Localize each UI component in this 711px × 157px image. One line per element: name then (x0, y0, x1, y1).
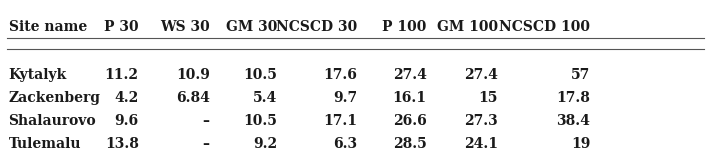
Text: 15: 15 (479, 91, 498, 105)
Text: P 30: P 30 (104, 20, 139, 34)
Text: –: – (203, 137, 210, 151)
Text: 10.5: 10.5 (243, 68, 277, 82)
Text: 5.4: 5.4 (253, 91, 277, 105)
Text: 10.5: 10.5 (243, 114, 277, 128)
Text: 17.6: 17.6 (323, 68, 357, 82)
Text: 4.2: 4.2 (114, 91, 139, 105)
Text: 19: 19 (571, 137, 590, 151)
Text: 9.7: 9.7 (333, 91, 357, 105)
Text: 13.8: 13.8 (105, 137, 139, 151)
Text: 24.1: 24.1 (464, 137, 498, 151)
Text: WS 30: WS 30 (160, 20, 210, 34)
Text: 57: 57 (571, 68, 590, 82)
Text: 9.2: 9.2 (253, 137, 277, 151)
Text: 27.4: 27.4 (464, 68, 498, 82)
Text: 26.6: 26.6 (393, 114, 427, 128)
Text: NCSCD 30: NCSCD 30 (276, 20, 357, 34)
Text: 6.3: 6.3 (333, 137, 357, 151)
Text: Kytalyk: Kytalyk (9, 68, 67, 82)
Text: P 100: P 100 (383, 20, 427, 34)
Text: 38.4: 38.4 (556, 114, 590, 128)
Text: 11.2: 11.2 (105, 68, 139, 82)
Text: Zackenberg: Zackenberg (9, 91, 100, 105)
Text: 17.8: 17.8 (556, 91, 590, 105)
Text: 27.4: 27.4 (392, 68, 427, 82)
Text: GM 100: GM 100 (437, 20, 498, 34)
Text: 6.84: 6.84 (176, 91, 210, 105)
Text: Site name: Site name (9, 20, 87, 34)
Text: 27.3: 27.3 (464, 114, 498, 128)
Text: 16.1: 16.1 (392, 91, 427, 105)
Text: 10.9: 10.9 (176, 68, 210, 82)
Text: 9.6: 9.6 (114, 114, 139, 128)
Text: Tulemalu: Tulemalu (9, 137, 81, 151)
Text: Shalaurovo: Shalaurovo (9, 114, 96, 128)
Text: 17.1: 17.1 (323, 114, 357, 128)
Text: NCSCD 100: NCSCD 100 (499, 20, 590, 34)
Text: –: – (203, 114, 210, 128)
Text: 28.5: 28.5 (393, 137, 427, 151)
Text: GM 30: GM 30 (226, 20, 277, 34)
